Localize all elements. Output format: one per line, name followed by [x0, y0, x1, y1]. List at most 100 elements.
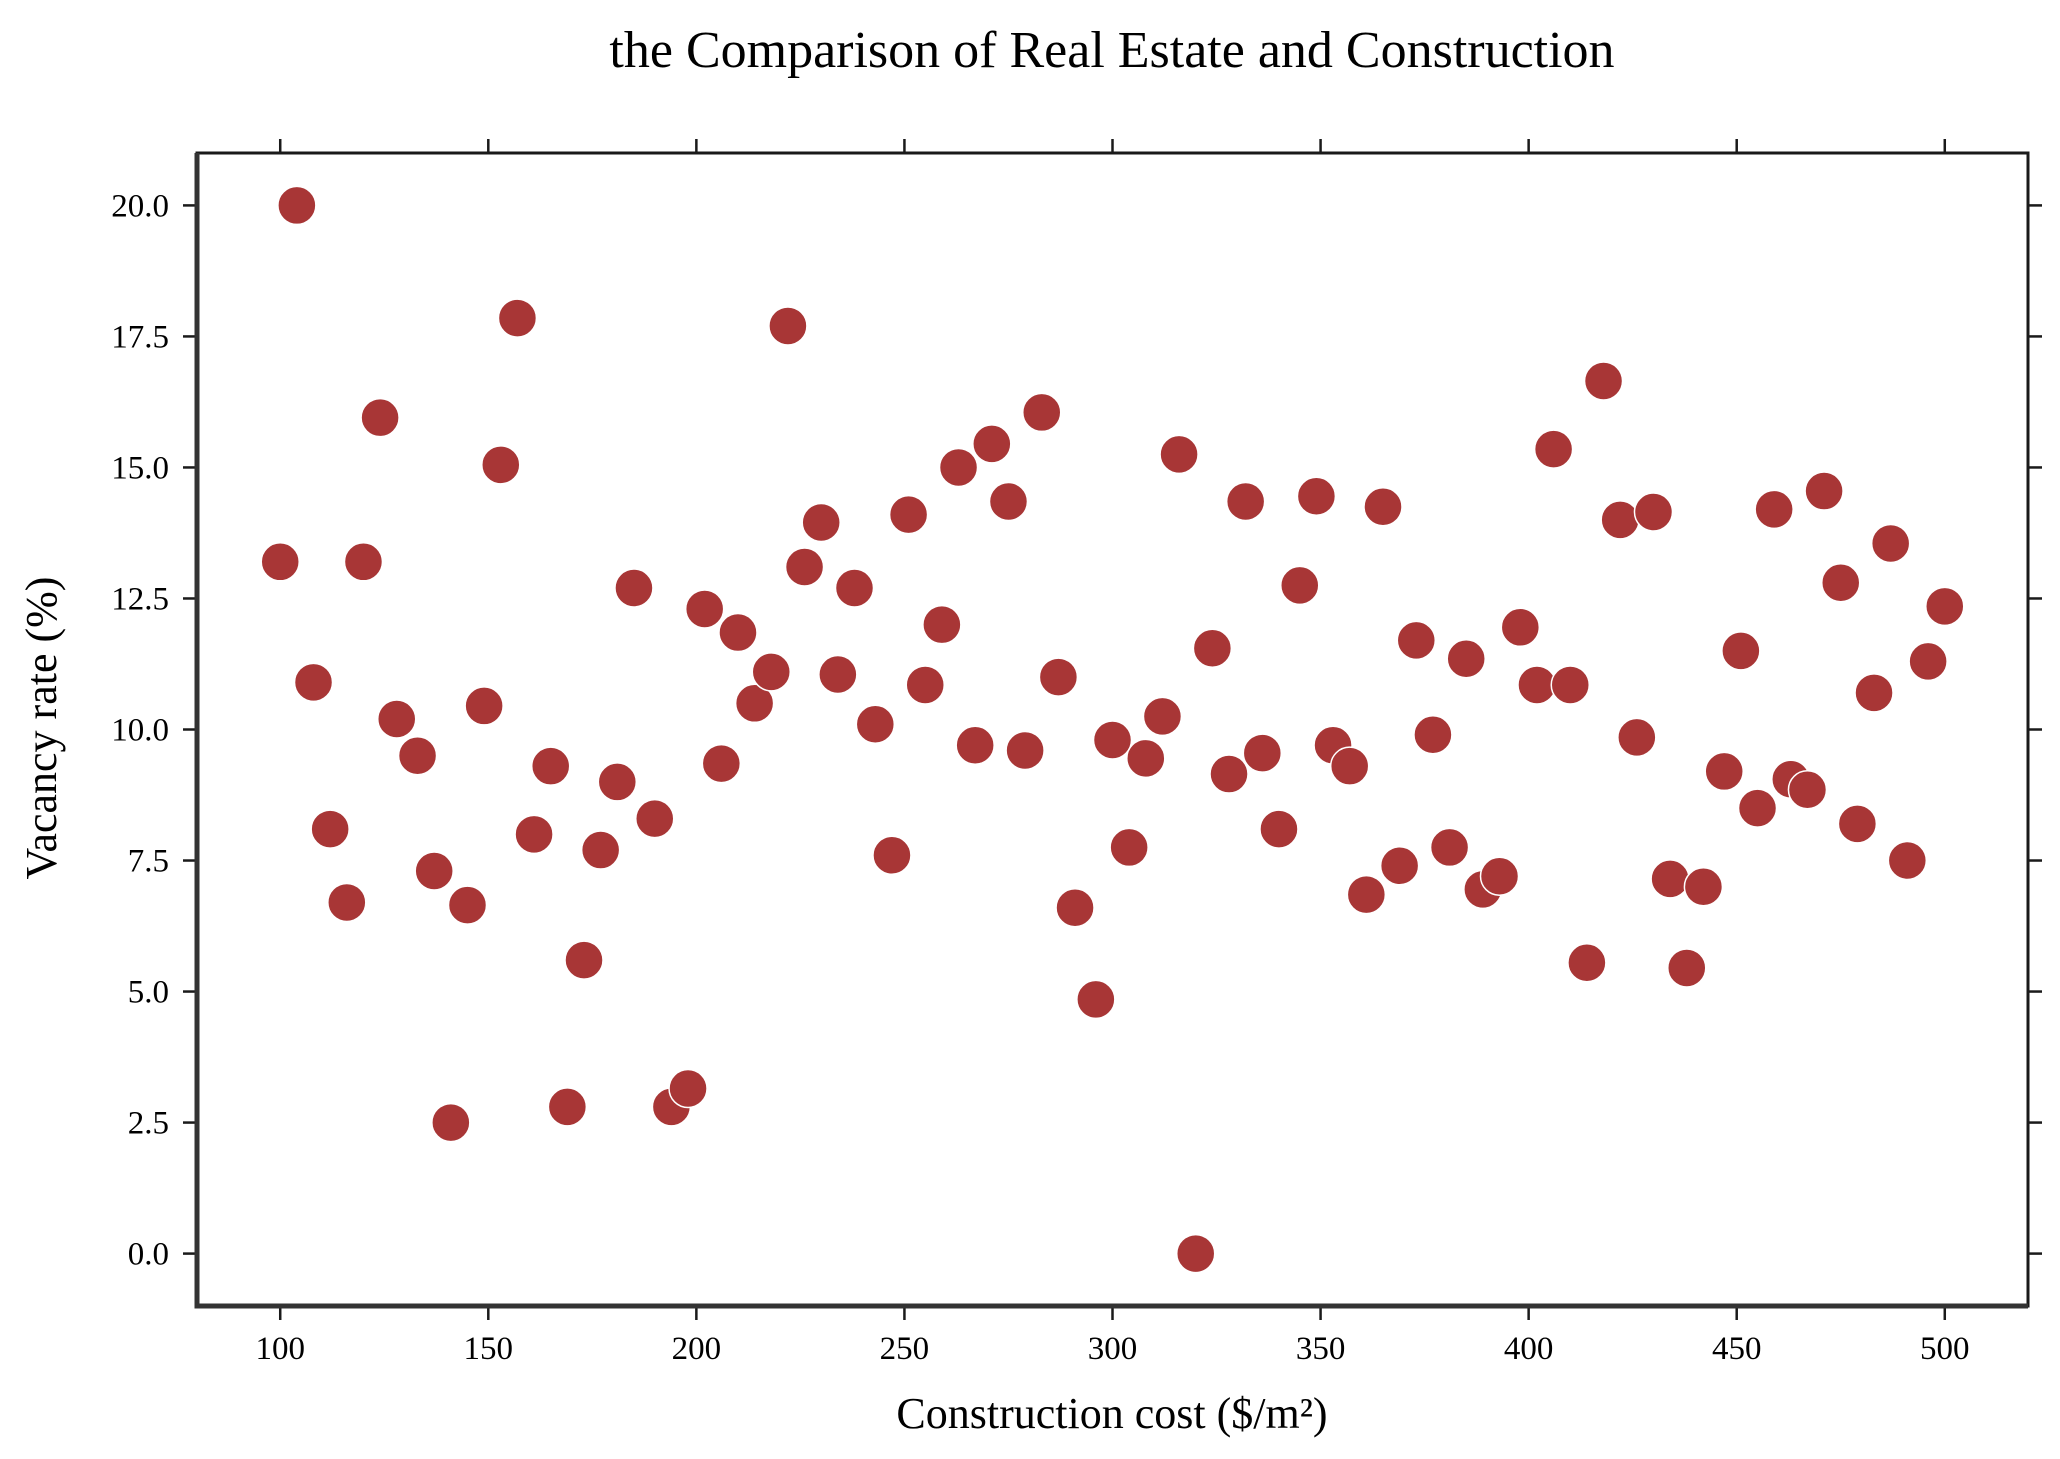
data-point	[1837, 804, 1878, 844]
data-point	[310, 809, 350, 849]
data-point	[1225, 481, 1266, 522]
data-point	[872, 835, 912, 876]
data-point	[701, 743, 742, 784]
data-point	[1887, 840, 1928, 881]
data-point	[734, 683, 775, 724]
data-point	[751, 652, 792, 692]
data-point	[1854, 673, 1894, 713]
data-point	[1429, 827, 1470, 868]
x-axis-label: Construction cost ($/m²)	[896, 1389, 1327, 1438]
data-point	[1721, 631, 1761, 671]
data-point	[668, 1068, 708, 1109]
data-point	[922, 604, 962, 645]
y-tick-label: 2.5	[128, 1106, 169, 1142]
data-point	[1683, 866, 1724, 907]
data-point	[1567, 942, 1607, 983]
data-point	[514, 814, 554, 855]
data-point	[376, 699, 417, 739]
data-point	[1446, 638, 1486, 679]
data-point	[464, 686, 504, 726]
data-point	[1379, 846, 1420, 886]
data-point	[988, 481, 1029, 522]
data-point	[1550, 665, 1590, 705]
data-point	[1925, 586, 1965, 627]
y-tick-label: 17.5	[111, 319, 169, 355]
x-tick-label: 350	[1296, 1331, 1346, 1367]
data-points	[260, 185, 1965, 1274]
data-point	[1038, 657, 1079, 697]
data-point	[972, 424, 1012, 464]
data-point	[1870, 523, 1911, 564]
y-tick-label: 5.0	[128, 975, 169, 1011]
x-tick-label: 150	[464, 1331, 514, 1367]
data-point	[1329, 746, 1370, 786]
data-point	[1175, 1233, 1216, 1274]
y-tick-label: 20.0	[111, 188, 169, 224]
data-point	[1600, 500, 1640, 540]
data-point	[1055, 887, 1095, 928]
data-point	[1346, 874, 1387, 915]
x-tick-label: 250	[880, 1331, 930, 1367]
data-point	[614, 568, 654, 608]
data-point	[1280, 565, 1320, 606]
data-point	[431, 1102, 471, 1143]
data-point	[1533, 429, 1574, 469]
data-point	[1142, 696, 1183, 737]
data-point	[1242, 733, 1283, 773]
data-point	[447, 885, 488, 925]
data-point	[784, 547, 825, 587]
data-point	[547, 1087, 588, 1127]
data-point	[855, 704, 896, 745]
data-point	[397, 735, 438, 776]
y-tick-label: 15.0	[111, 450, 169, 486]
data-point	[938, 447, 979, 488]
data-point	[277, 185, 317, 226]
data-point	[684, 589, 725, 629]
x-tick-label: 500	[1920, 1331, 1970, 1367]
data-point	[1617, 717, 1657, 758]
data-point	[580, 830, 621, 870]
y-axis-label: Vacancy rate (%)	[17, 577, 66, 880]
data-point	[1076, 979, 1116, 1020]
data-point	[1908, 641, 1948, 682]
data-point	[834, 568, 875, 608]
data-point	[818, 654, 858, 695]
data-point	[1820, 563, 1861, 603]
data-point	[1126, 738, 1166, 779]
data-point	[530, 746, 571, 786]
axis-spines	[194, 153, 2028, 1309]
data-point	[1396, 620, 1437, 661]
data-point	[905, 665, 945, 705]
data-point	[1667, 948, 1707, 988]
data-point	[293, 662, 334, 703]
data-point	[343, 542, 384, 582]
data-point	[1159, 434, 1199, 475]
data-point	[1259, 809, 1299, 849]
x-tick-label: 100	[255, 1331, 305, 1367]
data-point	[564, 940, 604, 980]
data-point	[1650, 859, 1690, 899]
y-tick-label: 7.5	[128, 844, 169, 880]
data-point	[497, 298, 538, 338]
x-tick-label: 400	[1504, 1331, 1554, 1367]
data-point	[1754, 489, 1794, 530]
data-point	[360, 397, 400, 438]
data-point	[597, 762, 638, 802]
data-point	[718, 612, 758, 653]
x-tick-label: 200	[672, 1331, 722, 1367]
data-point	[635, 798, 675, 839]
data-point	[1704, 751, 1744, 792]
data-point	[888, 494, 929, 535]
y-tick-label: 0.0	[128, 1237, 169, 1273]
data-point	[1296, 476, 1337, 517]
data-point	[801, 502, 841, 543]
data-point	[481, 445, 521, 485]
x-tick-label: 450	[1712, 1331, 1762, 1367]
data-point	[1363, 487, 1403, 527]
data-point	[1022, 392, 1062, 433]
y-tick-label: 10.0	[111, 713, 169, 749]
data-point	[1005, 730, 1045, 771]
data-point	[1500, 607, 1541, 648]
